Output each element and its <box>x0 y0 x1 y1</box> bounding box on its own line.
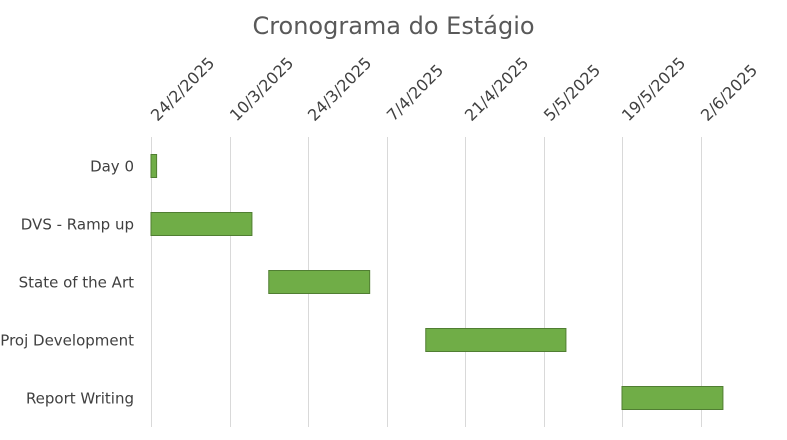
category-label: Proj Development <box>0 332 134 350</box>
x-tick-label: 24/2/2025 <box>147 53 218 124</box>
x-tick-label: 2/6/2025 <box>697 61 761 125</box>
gantt-bar <box>150 154 158 178</box>
gantt-bar <box>268 270 371 294</box>
x-tick-label: 19/5/2025 <box>618 53 689 124</box>
category-label: Report Writing <box>26 390 134 408</box>
gantt-bar <box>150 212 253 236</box>
gantt-bar <box>425 328 567 352</box>
chart-title: Cronograma do Estágio <box>252 12 535 40</box>
x-tick-label: 24/3/2025 <box>304 53 375 124</box>
x-tick-label: 21/4/2025 <box>461 53 532 124</box>
gantt-bar <box>621 386 724 410</box>
x-tick-label: 5/5/2025 <box>540 61 604 125</box>
category-label: Day 0 <box>90 158 134 176</box>
x-tick-label: 7/4/2025 <box>383 61 447 125</box>
category-label: State of the Art <box>19 274 135 292</box>
category-label: DVS - Ramp up <box>21 216 134 234</box>
x-tick-label: 10/3/2025 <box>226 53 297 124</box>
